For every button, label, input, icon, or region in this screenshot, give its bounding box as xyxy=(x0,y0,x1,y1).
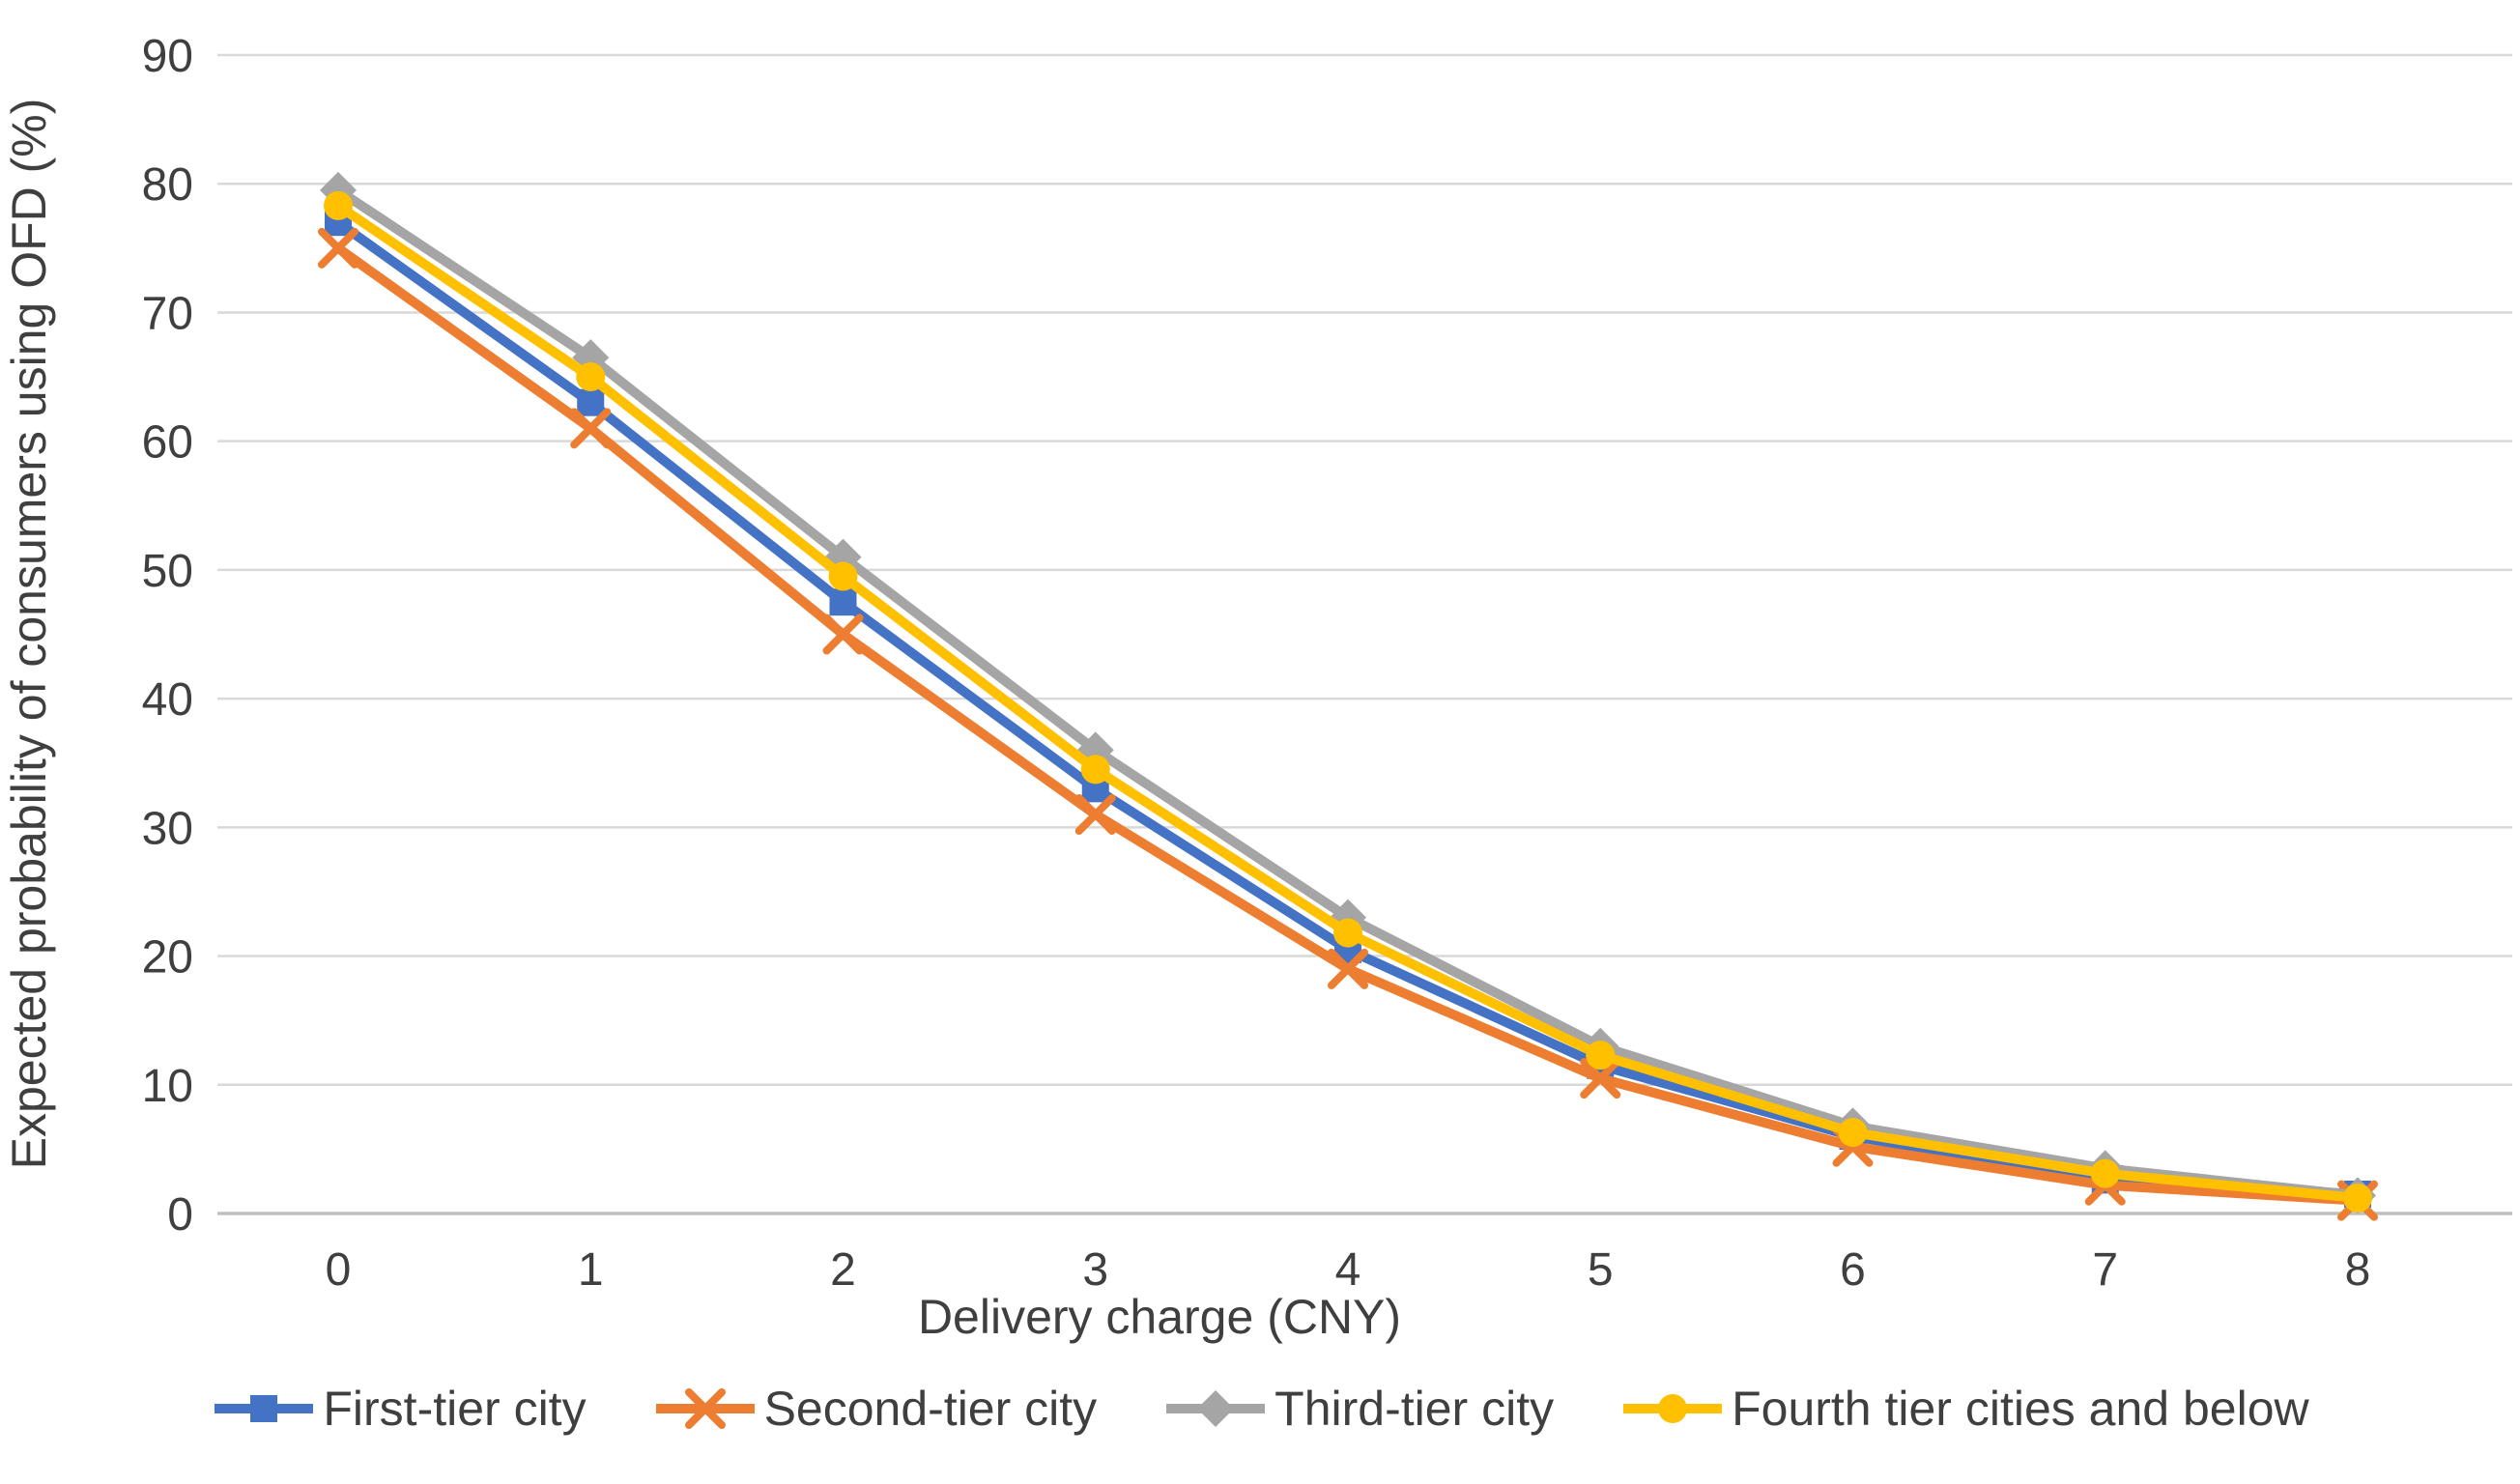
circle-marker xyxy=(1838,1118,1868,1148)
legend-item-second-tier-city: Second-tier city xyxy=(652,1380,1098,1438)
circle-marker xyxy=(2090,1158,2120,1188)
y-tick-label: 90 xyxy=(142,31,193,82)
x-marker xyxy=(1328,948,1368,989)
y-tick-label: 30 xyxy=(142,803,193,854)
data-series-group xyxy=(318,171,2378,1221)
y-tick-label: 80 xyxy=(142,159,193,211)
chart-legend: First-tier city Second-tier city Third-tie… xyxy=(0,1380,2520,1438)
legend-label: Third-tier city xyxy=(1274,1382,1555,1436)
square-marker xyxy=(829,588,857,616)
series-first-tier-city xyxy=(325,209,2371,1209)
x-marker xyxy=(1580,1058,1621,1099)
circle-marker xyxy=(324,190,353,220)
square-marker xyxy=(577,388,605,416)
circle-marker xyxy=(1333,918,1362,948)
x-tick-label: 5 xyxy=(1588,1244,1614,1296)
x-tick-label: 3 xyxy=(1082,1244,1108,1296)
x-tick-label: 2 xyxy=(830,1244,856,1296)
x-axis-title: Delivery charge (CNY) xyxy=(917,1290,1402,1344)
y-tick-label: 50 xyxy=(142,546,193,597)
legend-label: First-tier city xyxy=(323,1382,587,1436)
y-tick-label: 70 xyxy=(142,288,193,339)
circle-marker xyxy=(1658,1394,1688,1423)
y-tick-label: 0 xyxy=(167,1189,193,1241)
square-marker xyxy=(250,1395,278,1422)
circle-marker xyxy=(1080,755,1110,785)
y-tick-label: 10 xyxy=(142,1061,193,1112)
legend-label: Second-tier city xyxy=(763,1382,1098,1436)
legend-item-first-tier-city: First-tier city xyxy=(211,1380,587,1438)
x-tick-label: 8 xyxy=(2345,1244,2371,1296)
x-axis-tick-labels: 0 1 2 3 4 5 6 7 8 xyxy=(326,1244,2371,1296)
series-line xyxy=(333,185,2362,1201)
series-line xyxy=(333,243,2362,1206)
legend-label: Fourth tier cities and below xyxy=(1732,1382,2309,1436)
legend-item-fourth-tier-cities-and-below: Fourth tier cities and below xyxy=(1619,1380,2309,1438)
x-tick-label: 1 xyxy=(578,1244,604,1296)
x-tick-label: 4 xyxy=(1335,1244,1361,1296)
series-second-tier-city xyxy=(318,227,2378,1221)
x-marker xyxy=(684,1388,726,1429)
circle-marker xyxy=(1586,1041,1616,1070)
circle-marker xyxy=(828,561,858,591)
y-tick-label: 20 xyxy=(142,932,193,984)
x-marker xyxy=(822,614,864,655)
series-line xyxy=(333,200,2362,1204)
x-tick-label: 7 xyxy=(2092,1244,2118,1296)
series-third-tier-city xyxy=(320,171,2376,1214)
square-legend-swatch xyxy=(215,1395,314,1422)
series-fourth-tier-cities-and-below xyxy=(324,190,2372,1213)
diamond-marker xyxy=(1197,1390,1235,1427)
circle-legend-swatch xyxy=(1623,1394,1723,1423)
x-tick-label: 0 xyxy=(326,1244,352,1296)
circle-marker xyxy=(2343,1184,2372,1213)
legend-item-third-tier-city: Third-tier city xyxy=(1162,1380,1554,1438)
circle-marker xyxy=(576,362,606,392)
y-axis-tick-labels: 0 10 20 30 40 50 60 70 80 90 xyxy=(142,31,193,1241)
x-tick-label: 6 xyxy=(1840,1244,1866,1296)
x-legend-swatch xyxy=(655,1388,755,1429)
y-tick-label: 60 xyxy=(142,417,193,469)
y-axis-title: Expected probability of consumers using … xyxy=(2,98,56,1170)
x-marker xyxy=(1074,794,1116,836)
x-marker xyxy=(318,227,358,269)
series-line xyxy=(333,217,2362,1200)
diamond-legend-swatch xyxy=(1166,1390,1266,1427)
x-marker xyxy=(570,408,612,449)
y-tick-label: 40 xyxy=(142,674,193,726)
